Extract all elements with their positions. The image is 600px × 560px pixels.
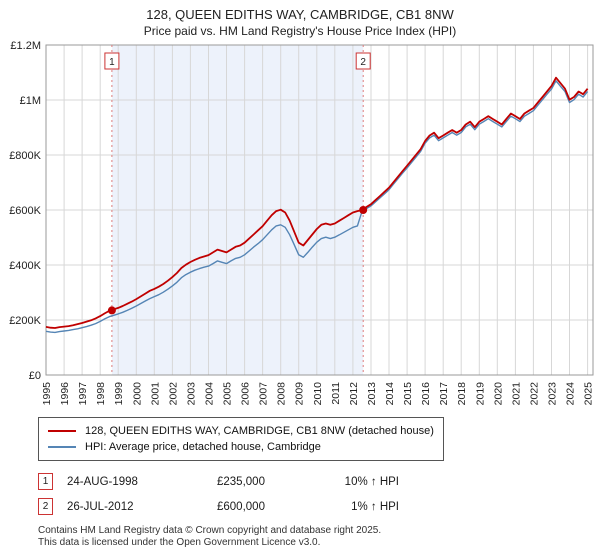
- x-axis-tick-label: 2002: [167, 382, 179, 406]
- blue-line-swatch: [48, 446, 76, 448]
- x-axis-tick-label: 2015: [402, 382, 414, 406]
- legend-label-price-paid: 128, QUEEN EDITHS WAY, CAMBRIDGE, CB1 8N…: [85, 425, 434, 437]
- legend-label-hpi: HPI: Average price, detached house, Camb…: [85, 441, 321, 453]
- sale-1-marker: 1: [38, 473, 53, 490]
- y-axis-tick-label: £1M: [20, 95, 41, 107]
- sale-2-date: 26-JUL-2012: [67, 500, 134, 513]
- x-axis-tick-label: 2018: [456, 382, 468, 406]
- x-axis-tick-label: 2021: [510, 382, 522, 406]
- x-axis-tick-label: 1995: [41, 382, 53, 406]
- x-axis-tick-label: 2019: [474, 382, 486, 406]
- plot-border: [45, 44, 594, 376]
- sale-point-dot: [107, 306, 116, 315]
- x-axis-tick-label: 1996: [59, 382, 71, 406]
- sale-2-price: £600,000: [217, 500, 265, 513]
- x-axis-tick-label: 2010: [312, 382, 324, 406]
- x-axis-tick-label: 2022: [528, 382, 540, 406]
- sale-1-hpi-delta: 10% ↑ HPI: [344, 475, 399, 488]
- x-axis-tick-label: 1998: [95, 382, 107, 406]
- sale-1-date: 24-AUG-1998: [67, 475, 138, 488]
- x-axis-tick-label: 2008: [276, 382, 288, 406]
- chart-header: 128, QUEEN EDITHS WAY, CAMBRIDGE, CB1 8N…: [0, 0, 600, 39]
- sale-point-dot: [359, 206, 368, 214]
- red-line-swatch: [48, 430, 76, 432]
- chart-legend: 128, QUEEN EDITHS WAY, CAMBRIDGE, CB1 8N…: [38, 417, 444, 461]
- x-axis-tick-label: 2017: [438, 382, 450, 406]
- y-axis-tick-label: £1.2M: [10, 40, 41, 52]
- x-axis-tick-label: 2001: [149, 382, 161, 406]
- x-axis-tick-label: 1999: [113, 382, 125, 406]
- footer-line-1: Contains HM Land Registry data © Crown c…: [38, 525, 382, 536]
- sale-2-marker: 2: [38, 498, 53, 515]
- price-history-chart: £0 £200K £400K £600K £800K £1M £1.2M 1995 1996 19…: [9, 40, 595, 406]
- y-axis-tick-label: £200K: [9, 315, 41, 327]
- x-axis-tick-label: 2006: [240, 382, 252, 406]
- x-axis-tick-label: 1997: [77, 382, 89, 406]
- page-title: 128, QUEEN EDITHS WAY, CAMBRIDGE, CB1 8N…: [146, 7, 454, 22]
- page-subtitle: Price paid vs. HM Land Registry's House …: [143, 24, 457, 38]
- legend-item-price-paid: 128, QUEEN EDITHS WAY, CAMBRIDGE, CB1 8N…: [48, 423, 434, 439]
- x-axis-tick-label: 2011: [330, 382, 342, 405]
- x-axis-tick-label: 2016: [420, 382, 432, 406]
- x-axis-tick-label: 2003: [185, 382, 197, 406]
- x-axis-tick-label: 2023: [547, 382, 559, 406]
- x-axis-tick-label: 2025: [583, 382, 595, 406]
- y-axis-tick-label: £400K: [9, 260, 41, 272]
- y-axis-tick-label: £800K: [9, 150, 41, 162]
- legend-item-hpi: HPI: Average price, detached house, Camb…: [48, 439, 434, 455]
- sale-number-label: 1: [109, 57, 115, 68]
- sales-table: 1 24-AUG-1998 £235,000 10% ↑ HPI 2 26-JU…: [38, 473, 600, 515]
- sale-1-price: £235,000: [217, 475, 265, 488]
- sale-2-hpi-delta: 1% ↑ HPI: [351, 500, 399, 513]
- sale-number-flag: [355, 52, 371, 70]
- x-axis-tick-label: 2020: [492, 382, 504, 406]
- sale-number-flag: [104, 52, 120, 70]
- x-axis-tick-label: 2012: [348, 382, 360, 406]
- x-axis-tick-label: 2004: [204, 382, 216, 406]
- footer-line-2: This data is licensed under the Open Gov…: [38, 537, 321, 548]
- y-axis-tick-label: £600K: [9, 205, 41, 217]
- hpi-line: [45, 80, 589, 334]
- x-axis-tick-label: 2005: [222, 382, 234, 406]
- y-axis-tick-label: £0: [29, 370, 41, 382]
- x-axis-tick-label: 2007: [258, 382, 270, 406]
- sale-row-1: 1 24-AUG-1998 £235,000 10% ↑ HPI: [38, 473, 600, 490]
- sale-number-label: 2: [360, 57, 366, 68]
- x-axis-tick-label: 2000: [131, 382, 143, 406]
- price-paid-line: [45, 76, 589, 329]
- x-axis-tick-label: 2024: [565, 382, 577, 406]
- x-axis-tick-label: 2013: [366, 382, 378, 406]
- license-footer: Contains HM Land Registry data © Crown c…: [38, 525, 600, 549]
- x-axis-tick-label: 2009: [294, 382, 306, 406]
- sale-row-2: 2 26-JUL-2012 £600,000 1% ↑ HPI: [38, 498, 600, 515]
- x-axis-tick-label: 2014: [384, 382, 396, 406]
